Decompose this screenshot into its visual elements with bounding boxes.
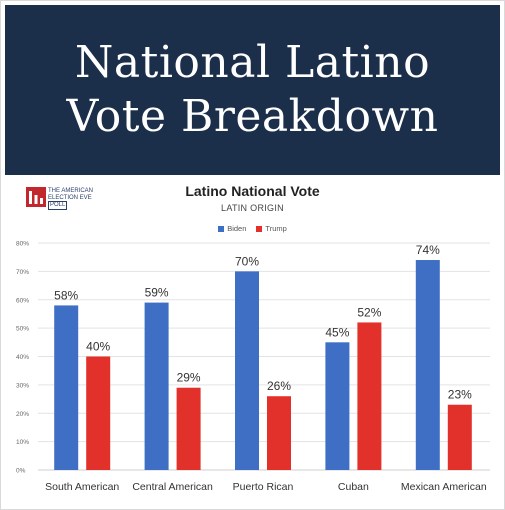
bar-biden <box>145 303 169 470</box>
data-label: 52% <box>357 305 381 319</box>
bar-trump <box>267 396 291 470</box>
x-tick-label: Cuban <box>338 481 369 493</box>
data-label: 23% <box>448 388 472 402</box>
bar-biden <box>235 271 259 470</box>
data-label: 58% <box>54 288 78 302</box>
data-label: 59% <box>145 286 169 300</box>
y-tick-label: 40% <box>16 354 29 361</box>
y-tick-label: 80% <box>16 241 29 248</box>
bar-trump <box>177 388 201 470</box>
x-tick-label: Puerto Rican <box>233 481 294 493</box>
data-label: 45% <box>325 325 349 339</box>
x-tick-label: Central American <box>132 481 213 493</box>
bar-trump <box>357 322 381 470</box>
y-tick-label: 70% <box>16 269 29 276</box>
data-label: 26% <box>267 379 291 393</box>
data-label: 70% <box>235 254 259 268</box>
y-tick-label: 20% <box>16 411 29 418</box>
y-tick-label: 50% <box>16 326 29 333</box>
bar-biden <box>54 305 78 470</box>
y-tick-label: 30% <box>16 382 29 389</box>
data-label: 74% <box>416 243 440 257</box>
y-tick-label: 0% <box>16 468 26 475</box>
bar-trump <box>86 357 110 471</box>
x-tick-label: South American <box>45 481 119 493</box>
bar-trump <box>448 405 472 470</box>
y-tick-label: 60% <box>16 297 29 304</box>
data-label: 40% <box>86 340 110 354</box>
bar-biden <box>325 342 349 470</box>
data-label: 29% <box>177 371 201 385</box>
y-tick-label: 10% <box>16 439 29 446</box>
x-tick-label: Mexican American <box>401 481 487 493</box>
bar-biden <box>416 260 440 470</box>
